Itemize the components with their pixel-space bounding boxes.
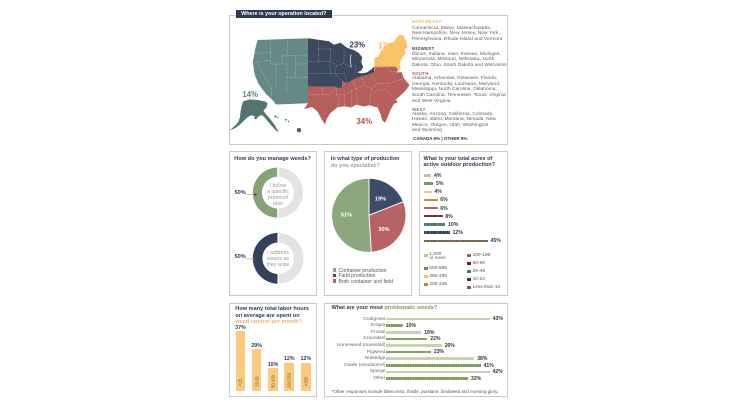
- svg-text:14%: 14%: [242, 90, 258, 99]
- svg-text:30%: 30%: [378, 227, 389, 233]
- svg-text:19%: 19%: [375, 197, 386, 203]
- svg-text:51%: 51%: [341, 213, 352, 219]
- svg-text:34%: 34%: [356, 117, 372, 126]
- svg-text:23%: 23%: [349, 40, 365, 49]
- svg-text:17%: 17%: [378, 41, 394, 50]
